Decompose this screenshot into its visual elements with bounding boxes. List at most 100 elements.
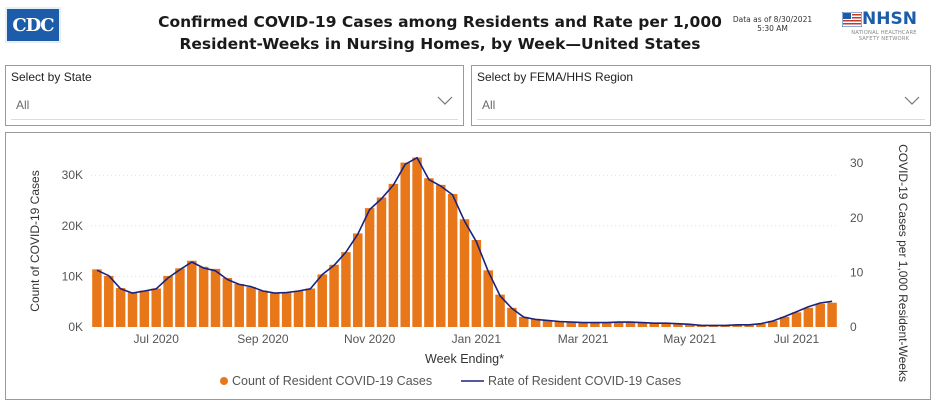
state-select-value: All <box>16 98 30 112</box>
bar[interactable] <box>92 269 102 327</box>
cases-chart: 0K 10K 20K 30K 0 10 20 30 Jul 2020 Sep 2020 Nov 20… <box>28 144 910 388</box>
y2-tick-label: 10 <box>850 265 864 279</box>
bar[interactable] <box>507 307 517 327</box>
bar[interactable] <box>258 290 268 327</box>
bar[interactable] <box>163 275 173 327</box>
bar[interactable] <box>578 322 588 327</box>
bar[interactable] <box>317 274 327 327</box>
rate-line[interactable] <box>96 156 833 327</box>
bar[interactable] <box>246 287 256 327</box>
bar[interactable] <box>447 193 458 327</box>
nhsn-subtitle: NATIONAL HEALTHCARE SAFETY NETWORK <box>838 30 930 42</box>
as-of-time: 5:30 AM <box>757 24 788 33</box>
bar[interactable] <box>281 292 292 327</box>
bar[interactable] <box>127 292 138 327</box>
x-tick-label: Jan 2021 <box>452 332 502 346</box>
legend-label-line: Rate of Resident COVID-19 Cases <box>488 374 681 388</box>
bar[interactable] <box>815 303 825 327</box>
chevron-down-icon[interactable] <box>904 96 920 106</box>
chart-panel: 0K 10K 20K 30K 0 10 20 30 Jul 2020 Sep 2020 Nov 20… <box>5 132 931 400</box>
bar[interactable] <box>720 325 731 327</box>
bar[interactable] <box>175 268 185 327</box>
bar[interactable] <box>436 184 446 327</box>
bar[interactable] <box>234 284 244 327</box>
nhsn-flag-icon <box>842 12 862 27</box>
bar[interactable] <box>566 321 576 327</box>
legend-label-bars: Count of Resident COVID-19 Cases <box>232 374 432 388</box>
y2-axis-title: COVID-19 Cases per 1,000 Resident-Weeks <box>896 144 910 382</box>
title-line-2: Resident-Weeks in Nursing Homes, by Week… <box>179 35 701 53</box>
x-tick-label: Nov 2020 <box>344 332 396 346</box>
bar[interactable] <box>542 320 553 327</box>
state-filter: Select by State All <box>5 65 464 126</box>
bar[interactable] <box>649 322 659 327</box>
bar[interactable] <box>673 323 683 327</box>
bar[interactable] <box>756 323 766 327</box>
x-axis-title: Week Ending* <box>425 352 504 366</box>
bar[interactable] <box>329 264 339 327</box>
bar[interactable] <box>115 288 126 327</box>
bar[interactable] <box>198 266 209 327</box>
bar[interactable] <box>222 277 233 327</box>
y2-tick-label: 30 <box>850 156 864 170</box>
bar[interactable] <box>732 324 742 327</box>
state-select[interactable]: All <box>11 86 458 120</box>
bar[interactable] <box>412 157 422 327</box>
bar[interactable] <box>139 290 150 327</box>
bar[interactable] <box>459 219 470 327</box>
region-filter-label: Select by FEMA/HHS Region <box>477 70 634 84</box>
bar[interactable] <box>803 307 814 327</box>
bar[interactable] <box>530 318 541 327</box>
bar[interactable] <box>791 312 802 327</box>
bar[interactable] <box>708 325 719 327</box>
y-axis-title: Count of COVID-19 Cases <box>28 170 42 311</box>
bar[interactable] <box>637 322 648 327</box>
bar[interactable] <box>364 208 375 327</box>
bar[interactable] <box>602 322 612 327</box>
y2-tick-label: 20 <box>850 211 864 225</box>
bar[interactable] <box>305 288 316 327</box>
legend-swatch-bars <box>220 377 228 385</box>
bar[interactable] <box>471 239 482 327</box>
bar[interactable] <box>424 178 434 327</box>
bar[interactable] <box>685 323 695 327</box>
bar[interactable] <box>590 322 600 327</box>
bar[interactable] <box>293 291 304 327</box>
bar[interactable] <box>779 316 790 327</box>
state-filter-label: Select by State <box>11 70 92 84</box>
bar[interactable] <box>827 302 837 327</box>
region-select[interactable]: All <box>477 86 925 120</box>
x-tick-label: Mar 2021 <box>558 332 609 346</box>
bar[interactable] <box>270 293 280 327</box>
bar[interactable] <box>483 270 493 327</box>
bar[interactable] <box>151 288 161 327</box>
title-line-1: Confirmed COVID-19 Cases among Residents… <box>158 13 722 31</box>
y-tick-label: 20K <box>62 219 83 233</box>
y-tick-label: 10K <box>62 269 83 283</box>
bar[interactable] <box>187 260 197 327</box>
region-select-value: All <box>482 98 496 112</box>
cdc-logo: CDC <box>5 7 61 43</box>
x-tick-label: Jul 2020 <box>134 332 180 346</box>
bar[interactable] <box>661 322 671 327</box>
nhsn-logo: NHSN NATIONAL HEALTHCARE SAFETY NETWORK <box>838 9 930 45</box>
bar[interactable] <box>744 324 754 327</box>
region-filter: Select by FEMA/HHS Region All <box>471 65 931 126</box>
bar[interactable] <box>613 321 624 327</box>
bar[interactable] <box>554 321 565 327</box>
y-tick-label: 30K <box>62 168 83 182</box>
as-of-date: Data as of 8/30/2021 <box>732 15 813 24</box>
bar[interactable] <box>353 233 363 327</box>
bar[interactable] <box>376 197 387 327</box>
x-tick-label: Jul 2021 <box>774 332 820 346</box>
chevron-down-icon[interactable] <box>437 96 453 106</box>
bar[interactable] <box>210 268 221 327</box>
bar[interactable] <box>104 275 114 327</box>
bar[interactable] <box>625 321 636 327</box>
bar[interactable] <box>400 162 410 327</box>
bar[interactable] <box>768 320 778 327</box>
bar[interactable] <box>341 252 351 327</box>
bar[interactable] <box>388 183 399 327</box>
bar[interactable] <box>495 294 505 327</box>
bar[interactable] <box>519 316 529 327</box>
